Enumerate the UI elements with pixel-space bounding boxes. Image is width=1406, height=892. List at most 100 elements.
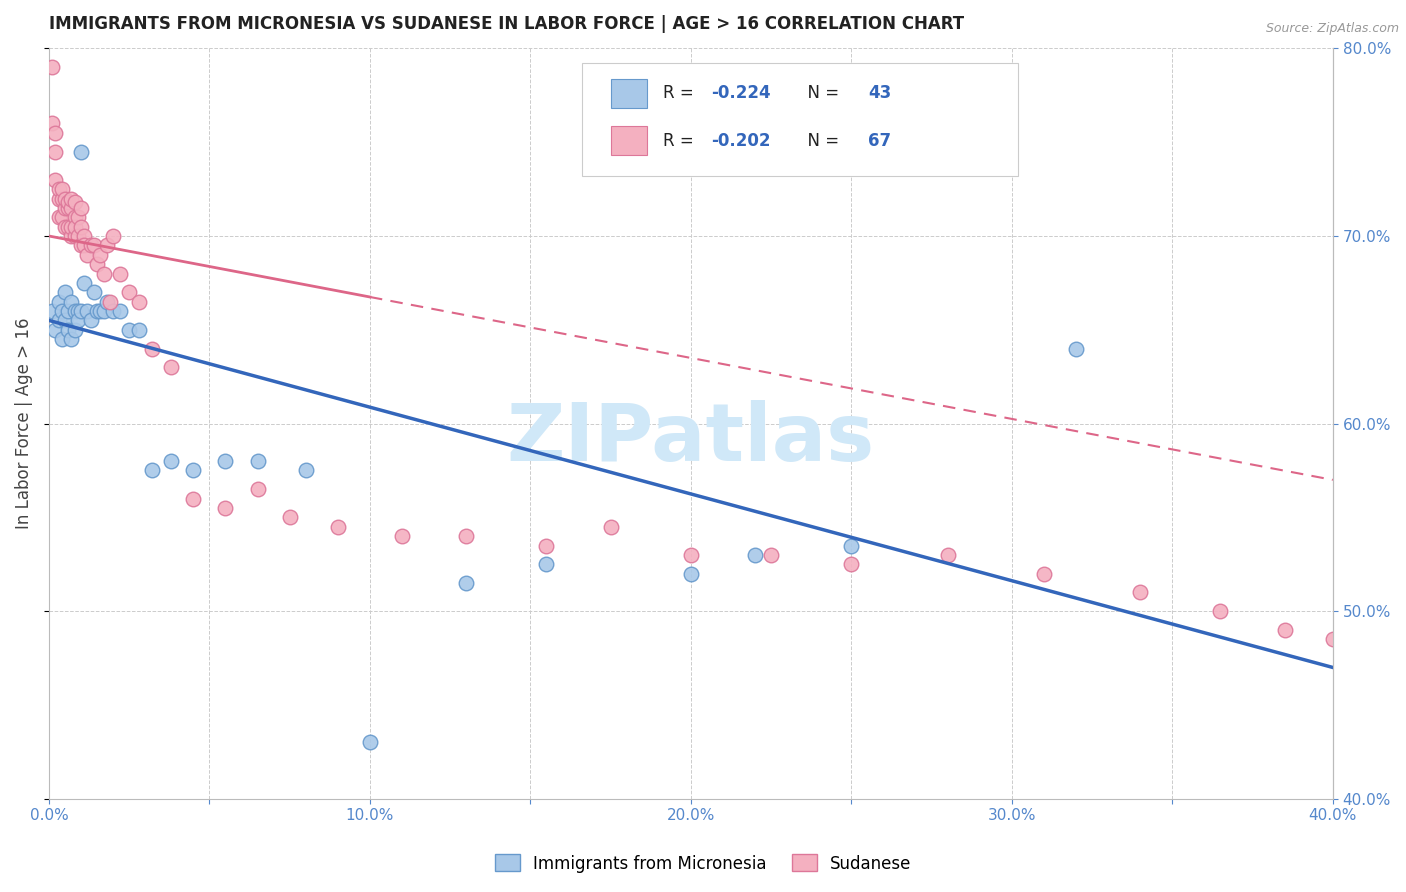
Point xyxy=(60,332,83,346)
Point xyxy=(63,211,86,225)
Text: -0.224: -0.224 xyxy=(711,85,770,103)
Point xyxy=(66,229,89,244)
Point xyxy=(679,548,702,562)
Point xyxy=(48,182,70,196)
Point xyxy=(51,211,73,225)
Point xyxy=(101,229,124,244)
FancyBboxPatch shape xyxy=(612,127,647,155)
Point xyxy=(759,548,782,562)
Point xyxy=(679,566,702,581)
Text: R =: R = xyxy=(662,132,699,150)
Text: N =: N = xyxy=(797,132,845,150)
Point xyxy=(63,323,86,337)
Point xyxy=(89,248,111,262)
Point xyxy=(48,313,70,327)
Point xyxy=(93,267,115,281)
Point xyxy=(53,192,76,206)
Point xyxy=(101,304,124,318)
Text: N =: N = xyxy=(797,85,845,103)
Point xyxy=(70,238,93,252)
Point xyxy=(160,360,183,375)
Point xyxy=(1354,641,1376,656)
Point xyxy=(60,219,83,234)
Point xyxy=(58,219,80,234)
Point xyxy=(66,313,89,327)
Point xyxy=(53,285,76,300)
Point xyxy=(108,304,131,318)
Point xyxy=(326,520,349,534)
Point xyxy=(86,257,108,271)
Text: R =: R = xyxy=(662,85,699,103)
Point xyxy=(83,238,105,252)
Point xyxy=(359,735,381,749)
Point xyxy=(76,248,98,262)
Point xyxy=(48,192,70,206)
Text: 43: 43 xyxy=(868,85,891,103)
Point xyxy=(841,539,863,553)
Point xyxy=(63,195,86,210)
Point xyxy=(51,304,73,318)
Point xyxy=(51,192,73,206)
Point xyxy=(744,548,766,562)
Point xyxy=(63,229,86,244)
Point xyxy=(183,463,205,477)
Point xyxy=(73,276,96,290)
Point xyxy=(51,182,73,196)
Point xyxy=(60,192,83,206)
Point xyxy=(391,529,413,543)
Point xyxy=(53,201,76,215)
Point xyxy=(160,454,183,468)
Point xyxy=(183,491,205,506)
Point xyxy=(48,211,70,225)
Point xyxy=(246,482,269,496)
Point xyxy=(58,195,80,210)
Point xyxy=(86,304,108,318)
Legend: Immigrants from Micronesia, Sudanese: Immigrants from Micronesia, Sudanese xyxy=(488,847,918,880)
Point xyxy=(53,313,76,327)
Point xyxy=(96,238,118,252)
Point xyxy=(456,576,478,591)
Point xyxy=(1322,632,1344,647)
Text: -0.202: -0.202 xyxy=(711,132,770,150)
Point xyxy=(841,558,863,572)
FancyBboxPatch shape xyxy=(612,79,647,108)
Point xyxy=(44,173,66,187)
Point xyxy=(41,304,63,318)
Point xyxy=(1386,651,1406,665)
FancyBboxPatch shape xyxy=(582,63,1018,176)
Point xyxy=(1274,623,1296,637)
Point xyxy=(48,294,70,309)
Point xyxy=(66,211,89,225)
Point xyxy=(70,145,93,159)
Point xyxy=(1129,585,1152,599)
Point xyxy=(70,201,93,215)
Point xyxy=(76,304,98,318)
Text: Source: ZipAtlas.com: Source: ZipAtlas.com xyxy=(1265,22,1399,36)
Point xyxy=(128,294,150,309)
Point xyxy=(1064,342,1087,356)
Point xyxy=(936,548,959,562)
Point xyxy=(1209,604,1232,618)
Point xyxy=(80,313,103,327)
Point xyxy=(141,463,163,477)
Point xyxy=(89,304,111,318)
Point xyxy=(80,238,103,252)
Point xyxy=(41,116,63,130)
Point xyxy=(60,229,83,244)
Point xyxy=(118,285,141,300)
Point xyxy=(63,219,86,234)
Point xyxy=(44,145,66,159)
Point xyxy=(118,323,141,337)
Point xyxy=(44,323,66,337)
Point xyxy=(73,229,96,244)
Text: 67: 67 xyxy=(868,132,891,150)
Point xyxy=(456,529,478,543)
Point xyxy=(1032,566,1054,581)
Y-axis label: In Labor Force | Age > 16: In Labor Force | Age > 16 xyxy=(15,318,32,529)
Point xyxy=(44,126,66,140)
Text: ZIPatlas: ZIPatlas xyxy=(506,400,875,477)
Point xyxy=(108,267,131,281)
Point xyxy=(98,294,121,309)
Point xyxy=(58,304,80,318)
Point xyxy=(60,294,83,309)
